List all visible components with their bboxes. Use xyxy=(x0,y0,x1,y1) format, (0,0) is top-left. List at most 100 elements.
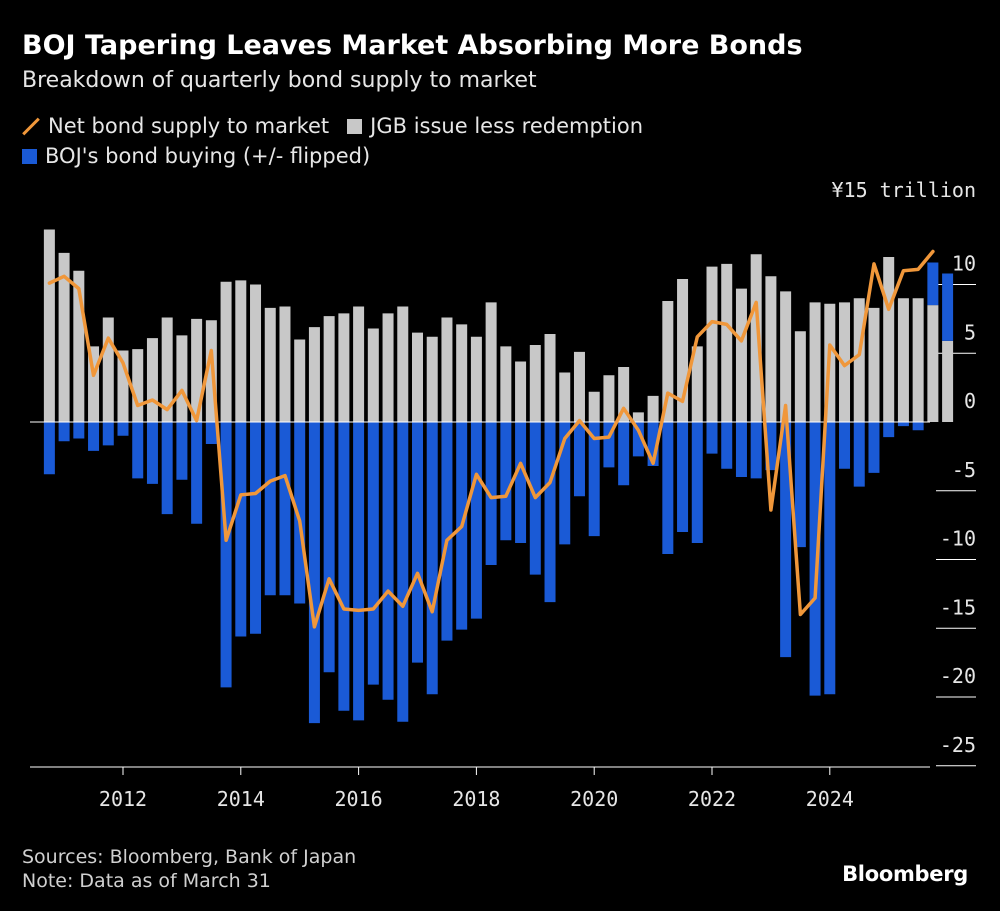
boj-bar xyxy=(765,422,777,471)
boj-bar xyxy=(824,422,836,695)
jgb-bar xyxy=(485,302,497,422)
jgb-bar xyxy=(323,316,335,422)
jgb-bar xyxy=(250,284,262,422)
jgb-bar xyxy=(500,346,512,422)
boj-bar xyxy=(677,422,689,532)
x-tick-label: 2018 xyxy=(452,787,500,811)
y-tick-label: 5 xyxy=(964,320,976,344)
boj-bar xyxy=(146,422,158,484)
jgb-bar xyxy=(412,332,423,422)
jgb-bar xyxy=(102,317,114,422)
y-tick-label: 0 xyxy=(964,389,976,413)
boj-bar xyxy=(412,422,423,663)
boj-bar xyxy=(927,262,939,306)
jgb-bar xyxy=(721,263,733,422)
jgb-bar xyxy=(883,257,895,422)
boj-bar xyxy=(132,422,144,479)
y-tick-label: ¥15 trillion xyxy=(832,178,977,202)
jgb-bar xyxy=(662,301,674,422)
gray-swatch-icon xyxy=(347,118,363,134)
boj-bar xyxy=(647,422,659,466)
jgb-bar xyxy=(603,375,615,422)
boj-bar xyxy=(780,422,792,658)
jgb-bar xyxy=(515,361,527,422)
boj-bar xyxy=(117,422,129,436)
jgb-bar xyxy=(706,266,718,422)
y-tick-label: -20 xyxy=(940,664,976,688)
boj-bar xyxy=(618,422,630,486)
legend-label-net: Net bond supply to market xyxy=(48,114,330,138)
boj-bar xyxy=(573,422,585,497)
boj-bar xyxy=(58,422,70,442)
boj-bar xyxy=(721,422,733,469)
jgb-bar xyxy=(117,350,129,422)
boj-bar xyxy=(750,422,762,479)
chart-subtitle: Breakdown of quarterly bond supply to ma… xyxy=(22,68,537,93)
jgb-bar xyxy=(691,346,703,422)
jgb-bar xyxy=(529,345,541,422)
jgb-bar xyxy=(780,291,792,422)
jgb-bar xyxy=(868,307,880,422)
jgb-bar xyxy=(264,307,276,422)
boj-bar xyxy=(308,422,320,724)
jgb-bar xyxy=(559,372,571,422)
boj-bar xyxy=(691,422,703,543)
boj-bar xyxy=(706,422,718,454)
jgb-bar xyxy=(88,346,100,422)
jgb-bar xyxy=(176,335,188,422)
jgb-bar xyxy=(735,288,747,422)
jgb-bar xyxy=(353,306,365,422)
boj-bar xyxy=(73,422,85,439)
boj-bar xyxy=(883,422,895,438)
boj-bar xyxy=(559,422,571,545)
jgb-bar xyxy=(294,339,306,422)
jgb-bar xyxy=(677,279,689,422)
x-tick-label: 2024 xyxy=(806,787,854,811)
boj-bar xyxy=(191,422,203,524)
boj-bar xyxy=(662,422,674,554)
boj-bar xyxy=(809,422,821,696)
jgb-bar xyxy=(367,328,379,422)
boj-bar xyxy=(250,422,262,634)
jgb-bar xyxy=(191,318,203,422)
x-tick-label: 2016 xyxy=(335,787,383,811)
jgb-bar xyxy=(647,395,659,422)
jgb-bar xyxy=(397,306,409,422)
boj-bar xyxy=(897,422,909,427)
boj-bar xyxy=(43,422,55,475)
jgb-bar xyxy=(382,313,394,422)
jgb-bar xyxy=(279,306,291,422)
jgb-bar xyxy=(927,305,939,422)
legend-item-jgb: JGB issue less redemption xyxy=(347,114,643,138)
legend: Net bond supply to market JGB issue less… xyxy=(22,114,661,138)
boj-bar xyxy=(470,422,482,619)
boj-bar xyxy=(515,422,527,543)
jgb-bar xyxy=(161,317,173,422)
chart-title: BOJ Tapering Leaves Market Absorbing Mor… xyxy=(22,30,803,61)
jgb-bar xyxy=(573,351,585,422)
boj-bar xyxy=(176,422,188,480)
legend-item-boj: BOJ's bond buying (+/- flipped) xyxy=(22,144,370,168)
boj-bar xyxy=(264,422,276,596)
jgb-bar xyxy=(794,331,806,422)
jgb-bar xyxy=(132,349,144,422)
boj-bar xyxy=(794,422,806,548)
jgb-bar xyxy=(750,254,762,422)
boj-bar xyxy=(603,422,615,468)
boj-bar xyxy=(942,273,954,341)
boj-bar xyxy=(382,422,394,700)
boj-bar xyxy=(353,422,365,721)
boj-bar xyxy=(294,422,306,604)
boj-bar xyxy=(102,422,114,446)
jgb-bar xyxy=(839,302,851,422)
jgb-bar xyxy=(456,324,468,422)
boj-bar xyxy=(485,422,497,565)
sources-text: Sources: Bloomberg, Bank of Japan xyxy=(22,846,357,868)
legend-label-boj: BOJ's bond buying (+/- flipped) xyxy=(45,144,371,168)
jgb-bar xyxy=(470,336,482,422)
jgb-bar xyxy=(235,280,247,422)
y-tick-label: -25 xyxy=(940,733,976,757)
boj-bar xyxy=(735,422,747,477)
boj-bar xyxy=(235,422,247,637)
boj-bar xyxy=(397,422,409,722)
